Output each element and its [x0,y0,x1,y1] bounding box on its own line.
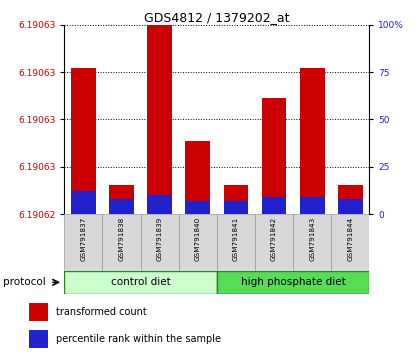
Bar [29,303,49,321]
Text: GSM791844: GSM791844 [347,217,353,261]
Text: GSM791842: GSM791842 [271,217,277,261]
Bar [300,68,325,214]
Bar [109,199,134,214]
Text: percentile rank within the sample: percentile rank within the sample [56,334,221,344]
Bar [103,214,141,271]
Bar [255,214,293,271]
Bar [141,214,179,271]
Bar [293,214,331,271]
Text: transformed count: transformed count [56,307,147,317]
Title: GDS4812 / 1379202_at: GDS4812 / 1379202_at [144,11,290,24]
Bar [300,197,325,214]
Bar [217,271,369,294]
Bar [261,197,286,214]
Bar [64,271,217,294]
Bar [29,330,49,348]
Bar [338,199,363,214]
Bar [109,185,134,214]
Bar [186,201,210,214]
Text: GSM791838: GSM791838 [119,217,124,261]
Bar [71,192,96,214]
Bar [71,68,96,214]
Bar [147,195,172,214]
Bar [224,201,248,214]
Text: protocol: protocol [3,277,46,287]
Text: GSM791843: GSM791843 [309,217,315,261]
Bar [186,141,210,214]
Bar [217,214,255,271]
Bar [224,185,248,214]
Text: control diet: control diet [111,277,171,287]
Bar [179,214,217,271]
Text: GSM791840: GSM791840 [195,217,201,261]
Bar [338,185,363,214]
Text: high phosphate diet: high phosphate diet [241,277,345,287]
Text: GSM791839: GSM791839 [156,217,163,261]
Bar [331,214,369,271]
Bar [147,25,172,214]
Bar [64,214,103,271]
Text: GSM791841: GSM791841 [233,217,239,261]
Text: GSM791837: GSM791837 [81,217,86,261]
Bar [261,98,286,214]
